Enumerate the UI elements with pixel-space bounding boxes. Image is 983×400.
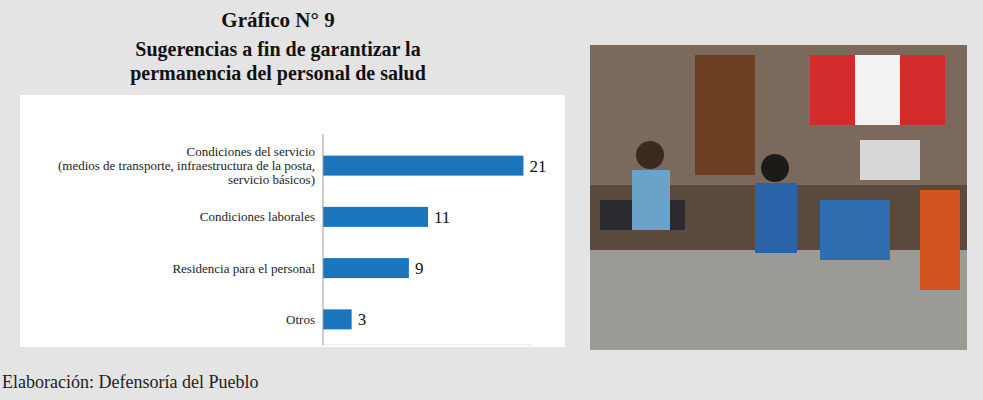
photo-flag-red <box>900 55 945 125</box>
text-line: (medios de transporte, infraestructura d… <box>58 158 315 173</box>
photo-cloth <box>920 190 960 290</box>
category-label: Condiciones laborales <box>200 209 315 224</box>
text-line: servicio básicos) <box>228 172 315 187</box>
data-label: 11 <box>434 208 450 227</box>
data-label: 9 <box>415 259 424 278</box>
photo-bg <box>590 45 967 350</box>
photo-floor <box>590 250 967 350</box>
photo-person-head <box>636 141 664 169</box>
text-line: permanencia del personal de salud <box>130 62 426 85</box>
data-label: 21 <box>529 157 546 176</box>
photo-bag <box>820 200 890 260</box>
photo-person-head <box>761 154 789 182</box>
chart: Gráfico N° 9 Sugerencias a fin de garanti… <box>0 0 983 400</box>
bar <box>323 309 352 329</box>
background <box>0 0 983 400</box>
category-label: Condiciones del servicio(medios de trans… <box>58 144 315 187</box>
photo-person-body <box>755 183 797 253</box>
photo-equipment <box>860 140 920 180</box>
bar <box>323 156 523 176</box>
subtitle: Sugerencias a fin de garantizar laperman… <box>130 38 426 85</box>
photo-flag-white <box>855 55 900 125</box>
category-label: Otros <box>286 312 315 327</box>
photo <box>590 45 967 350</box>
text-line: Condiciones del servicio <box>186 144 315 159</box>
plot-panel <box>20 95 565 347</box>
photo-cabinet <box>695 55 755 175</box>
photo-wall <box>590 45 967 185</box>
photo-flag-red <box>810 55 855 125</box>
source: Elaboración: Defensoría del Pueblo <box>2 372 258 392</box>
bar <box>323 258 409 278</box>
photo-person-body <box>632 170 670 230</box>
x-range-line <box>323 345 533 346</box>
text-line: Sugerencias a fin de garantizar la <box>135 38 420 61</box>
bar <box>323 207 428 227</box>
y-axis-line <box>323 134 324 345</box>
category-label: Residencia para el personal <box>172 261 315 276</box>
title: Gráfico N° 9 <box>221 8 334 32</box>
data-label: 3 <box>358 310 367 329</box>
text-line: Otros <box>286 312 315 327</box>
text-line: Residencia para el personal <box>172 261 315 276</box>
text-line: Condiciones laborales <box>200 209 315 224</box>
